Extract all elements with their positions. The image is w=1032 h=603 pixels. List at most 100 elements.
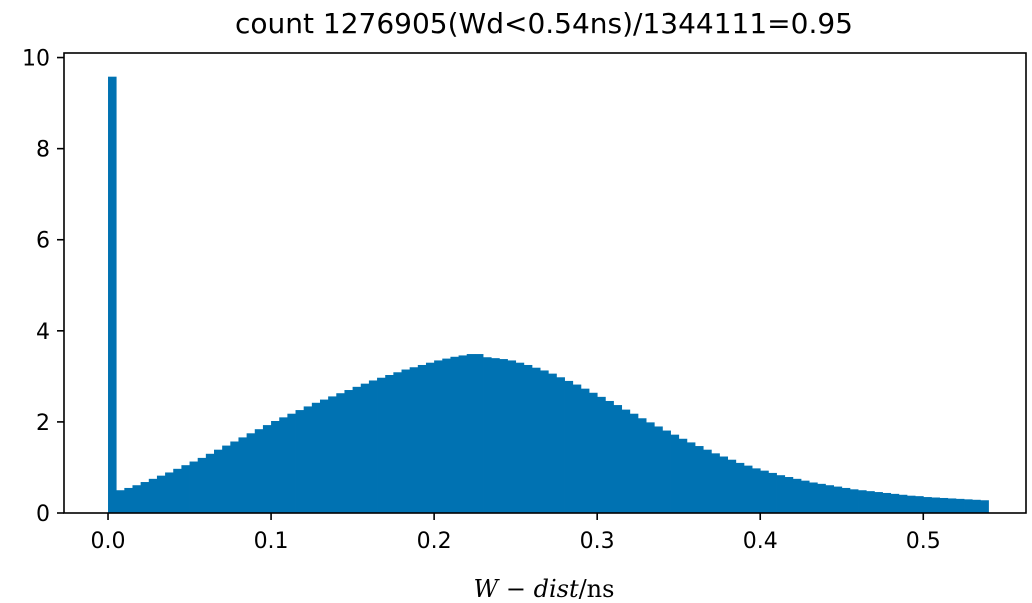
histogram-bar	[140, 482, 150, 513]
histogram-bar	[156, 475, 166, 513]
histogram-bar	[368, 380, 378, 513]
histogram-bar	[890, 493, 900, 513]
histogram-bar	[597, 396, 606, 513]
histogram-bar	[197, 457, 207, 513]
histogram-bar	[507, 360, 517, 513]
histogram-bar	[205, 453, 215, 513]
histogram-bar	[654, 426, 663, 513]
histogram-bar	[377, 377, 386, 513]
histogram-bar	[434, 360, 443, 513]
histogram-bar	[670, 434, 680, 513]
histogram-bar	[474, 354, 484, 513]
x-tick-label: 0.3	[580, 529, 615, 554]
histogram-bar	[849, 489, 859, 513]
y-axis: 0 2 4 6 8 10	[22, 47, 64, 527]
x-tick-label: 0.0	[91, 529, 126, 554]
histogram-bar	[311, 402, 321, 513]
histogram-bar	[540, 370, 549, 513]
histogram-bar	[906, 495, 916, 513]
histogram-bar	[409, 367, 419, 513]
chart-title: count 1276905(Wd<0.54ns)/1344111=0.95	[235, 7, 853, 40]
histogram-bar	[646, 422, 655, 513]
plot-frame	[63, 52, 1027, 514]
histogram-bar	[173, 468, 182, 513]
histogram-bar	[303, 406, 313, 513]
histogram-bar	[189, 461, 199, 513]
histogram-bar	[947, 498, 957, 513]
histogram-bar	[385, 375, 394, 513]
x-axis: 0.0 0.1 0.2 0.3 0.4 0.5	[91, 513, 941, 554]
histogram-bar	[360, 383, 370, 513]
histogram-bar	[621, 409, 631, 513]
histogram-bar	[686, 442, 696, 513]
histogram-bar	[344, 390, 353, 513]
histogram-bar	[964, 499, 973, 513]
histogram-bar	[939, 497, 949, 513]
histogram-bar	[319, 399, 329, 513]
histogram-bar	[254, 429, 264, 513]
histogram-bar	[882, 492, 892, 513]
histogram-bar	[760, 470, 769, 513]
histogram-bar	[572, 384, 582, 513]
histogram-bar	[230, 441, 239, 513]
histogram-bar	[116, 490, 125, 513]
histogram-bar	[417, 364, 427, 513]
histogram-bar	[727, 459, 737, 513]
histogram-bar	[800, 480, 810, 513]
histogram-bar	[589, 392, 598, 513]
x-tick-label: 0.4	[743, 529, 778, 554]
histogram-bar	[735, 462, 745, 513]
histogram-bar	[262, 425, 272, 513]
histogram-bar	[825, 485, 834, 513]
histogram-bar	[450, 356, 459, 513]
histogram-bar	[531, 367, 541, 513]
histogram-bar	[279, 417, 288, 513]
histogram-bar	[955, 498, 965, 513]
histogram-bar	[703, 449, 712, 513]
histogram-bar	[499, 359, 508, 513]
histogram-bar	[695, 446, 704, 513]
histogram-bar	[866, 491, 875, 513]
histogram-bar	[809, 482, 818, 513]
histogram-bar	[915, 496, 924, 513]
histogram-bar	[352, 386, 362, 513]
x-tick-label: 0.5	[906, 529, 941, 554]
histogram-bar	[972, 499, 981, 513]
histogram-bar	[678, 438, 688, 513]
histogram-bar	[858, 490, 867, 513]
histogram-bar	[637, 418, 647, 513]
histogram-bar	[491, 358, 500, 513]
histogram-bar	[271, 421, 280, 513]
histogram-bar	[580, 388, 590, 513]
histogram-bar	[466, 354, 476, 513]
histogram-bar	[605, 400, 614, 513]
histogram-bar	[328, 396, 337, 513]
histogram-bar	[442, 358, 451, 513]
x-axis-label: W − dist/ns	[474, 575, 615, 603]
histogram-bar	[776, 475, 786, 513]
histogram-bar	[222, 445, 231, 513]
x-tick-label: 0.1	[254, 529, 289, 554]
histogram-bar	[768, 472, 777, 513]
histogram-bar	[295, 410, 305, 513]
histogram-bar	[181, 465, 190, 513]
x-tick-label: 0.2	[417, 529, 452, 554]
histogram-bar	[564, 380, 574, 513]
histogram-bar	[548, 373, 557, 513]
histogram-bar	[752, 468, 761, 513]
histogram-bar	[841, 487, 851, 513]
histogram-bar	[523, 364, 533, 513]
histogram-bar	[629, 413, 639, 513]
histogram-bar	[165, 472, 174, 513]
histogram-bar	[246, 433, 256, 513]
histogram-bar	[401, 369, 411, 513]
histogram-bar	[458, 355, 468, 513]
histogram-bar	[743, 465, 753, 513]
histogram-bar	[817, 483, 826, 513]
histogram-bar	[833, 486, 843, 513]
histogram-bar	[923, 497, 932, 513]
histogram-bar	[613, 405, 623, 513]
histogram-bar	[108, 76, 117, 514]
y-tick-label: 8	[36, 138, 50, 163]
